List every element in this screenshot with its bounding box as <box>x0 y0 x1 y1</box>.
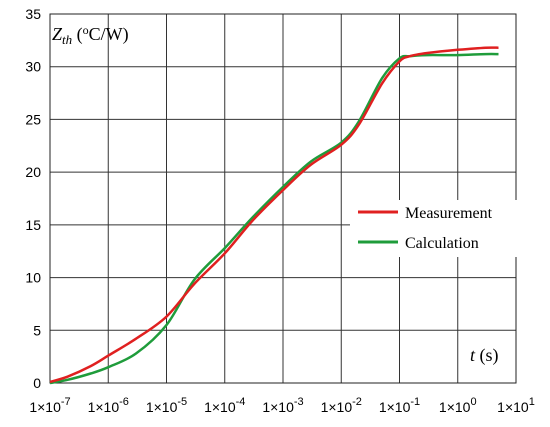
x-tick-label: 1×10-1 <box>379 396 420 415</box>
y-tick-label: 0 <box>33 375 41 391</box>
y-tick-label: 25 <box>25 111 41 127</box>
x-tick-label: 1×10-3 <box>262 396 303 415</box>
grid <box>49 13 517 384</box>
x-tick-label: 1×10-6 <box>88 396 129 415</box>
x-tick-label: 1×101 <box>497 396 535 415</box>
y-axis-label: Zth (oC/W) <box>52 23 129 47</box>
x-tick-labels: 1×10-7 1×10-6 1×10-5 1×10-4 1×10-3 1×10-2 1×10… <box>29 396 535 415</box>
x-tick-label: 1×10-5 <box>146 396 187 415</box>
legend-background <box>350 200 520 257</box>
x-tick-label: 1×10-4 <box>204 396 245 415</box>
x-tick-label: 1×100 <box>439 396 477 415</box>
y-tick-label: 35 <box>25 6 41 22</box>
series-line-measurement <box>49 46 499 384</box>
y-tick-labels: 0 5 10 15 20 25 30 35 <box>25 6 41 391</box>
x-tick-label: 1×10-2 <box>321 396 362 415</box>
legend-label-measurement: Measurement <box>405 205 493 222</box>
series-lines <box>49 46 499 385</box>
plot-frame <box>49 13 517 384</box>
legend-label-calculation: Calculation <box>405 235 479 252</box>
x-axis-label: t (s) <box>470 345 499 366</box>
y-tick-label: 30 <box>25 59 41 75</box>
y-tick-label: 20 <box>25 164 41 180</box>
y-tick-label: 10 <box>25 270 41 286</box>
y-tick-label: 15 <box>25 217 41 233</box>
legend: Measurement Calculation <box>350 200 520 257</box>
series-line-calculation <box>49 52 499 385</box>
x-tick-label: 1×10-7 <box>29 396 70 415</box>
y-tick-label: 5 <box>33 322 41 338</box>
